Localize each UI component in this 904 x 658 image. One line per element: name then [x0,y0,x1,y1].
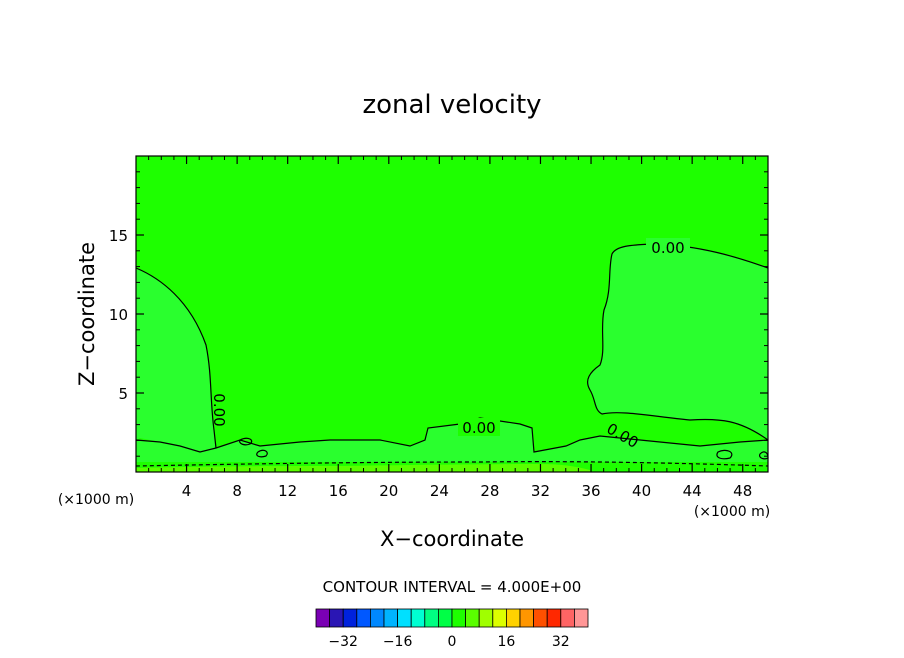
colorbar-swatch [492,608,507,628]
colorbar: −32 −16 0 16 32 [315,608,589,650]
colorbar-tick-label: 32 [552,634,570,650]
colorbar-swatch [383,608,399,628]
contour-label-bg-top [646,238,690,256]
x-tick-label: 16 [329,482,348,500]
y-ticks: 5 10 15 [109,171,768,457]
colorbar-tick-label: 16 [497,634,515,650]
contour-blob-3 [716,449,733,460]
contour-near-surface [135,461,769,467]
x-tick-label: 48 [733,482,752,500]
x-unit-label: (×1000 m) [694,504,770,520]
x-tick-label: 8 [232,482,242,500]
y-unit-label: (×1000 m) [58,492,134,508]
y-tick-label: 10 [109,306,128,324]
colorbar-swatch [519,608,535,628]
colorbar-swatch [369,608,385,628]
x-tick-label: 28 [480,482,499,500]
contour-blob-2 [256,449,268,458]
y-tick-label: 5 [118,385,128,403]
colorbar-swatch [574,608,589,628]
x-tick-label: 32 [531,482,550,500]
x-tick-label: 24 [430,482,449,500]
y-tick-label: 15 [109,227,128,245]
x-tick-label: 4 [182,482,192,500]
left-negative-region [136,268,216,452]
colorbar-tick-label: −16 [383,634,413,650]
x-tick-label: 44 [683,482,702,500]
x-tick-label: 36 [581,482,600,500]
contour-label-middle: 0.00 [462,419,495,437]
y-axis-label: Z−coordinate [75,242,99,386]
x-tick-label: 12 [278,482,297,500]
colorbar-swatch [329,608,344,628]
contour-label-left: 0.00 [210,393,228,426]
contour-interval-text: CONTOUR INTERVAL = 4.000E+00 [323,578,582,596]
contour-label-top: 0.00 [651,239,684,257]
colorbar-tick-label: −32 [328,634,358,650]
contour-label-bg-middle [458,418,500,436]
colorbar-swatch [505,608,521,628]
x-ticks: 4 8 12 16 20 24 28 32 36 40 44 48 [148,156,756,500]
right-negative-region [587,244,768,440]
colorbar-swatch [342,608,358,628]
colorbar-swatch [410,608,426,628]
x-tick-label: 40 [632,482,651,500]
colorbar-swatch [546,608,562,628]
plot-area: 0.00 0.00 0.00 0.00 4 8 12 16 20 24 28 32 36 40 44… [109,155,769,500]
colorbar-swatch [478,608,494,628]
colorbar-tick-label: 0 [448,634,457,650]
contour-low-band [135,417,769,453]
colorbar-swatch [465,608,480,628]
colorbar-swatch [437,608,453,628]
x-tick-label: 20 [379,482,398,500]
x-axis-label: X−coordinate [380,527,524,551]
colorbar-swatch [356,608,371,628]
colorbar-swatch [451,608,467,628]
colorbar-swatch [424,608,439,628]
lower-band-region [136,418,768,462]
colorbar-swatch [533,608,548,628]
chart-title: zonal velocity [362,90,541,120]
colorbar-swatch [315,608,331,628]
colorbar-swatch [397,608,412,628]
colorbar-swatch [560,608,575,628]
contour-left-lobe [135,267,217,449]
contour-blob-1 [239,437,253,446]
